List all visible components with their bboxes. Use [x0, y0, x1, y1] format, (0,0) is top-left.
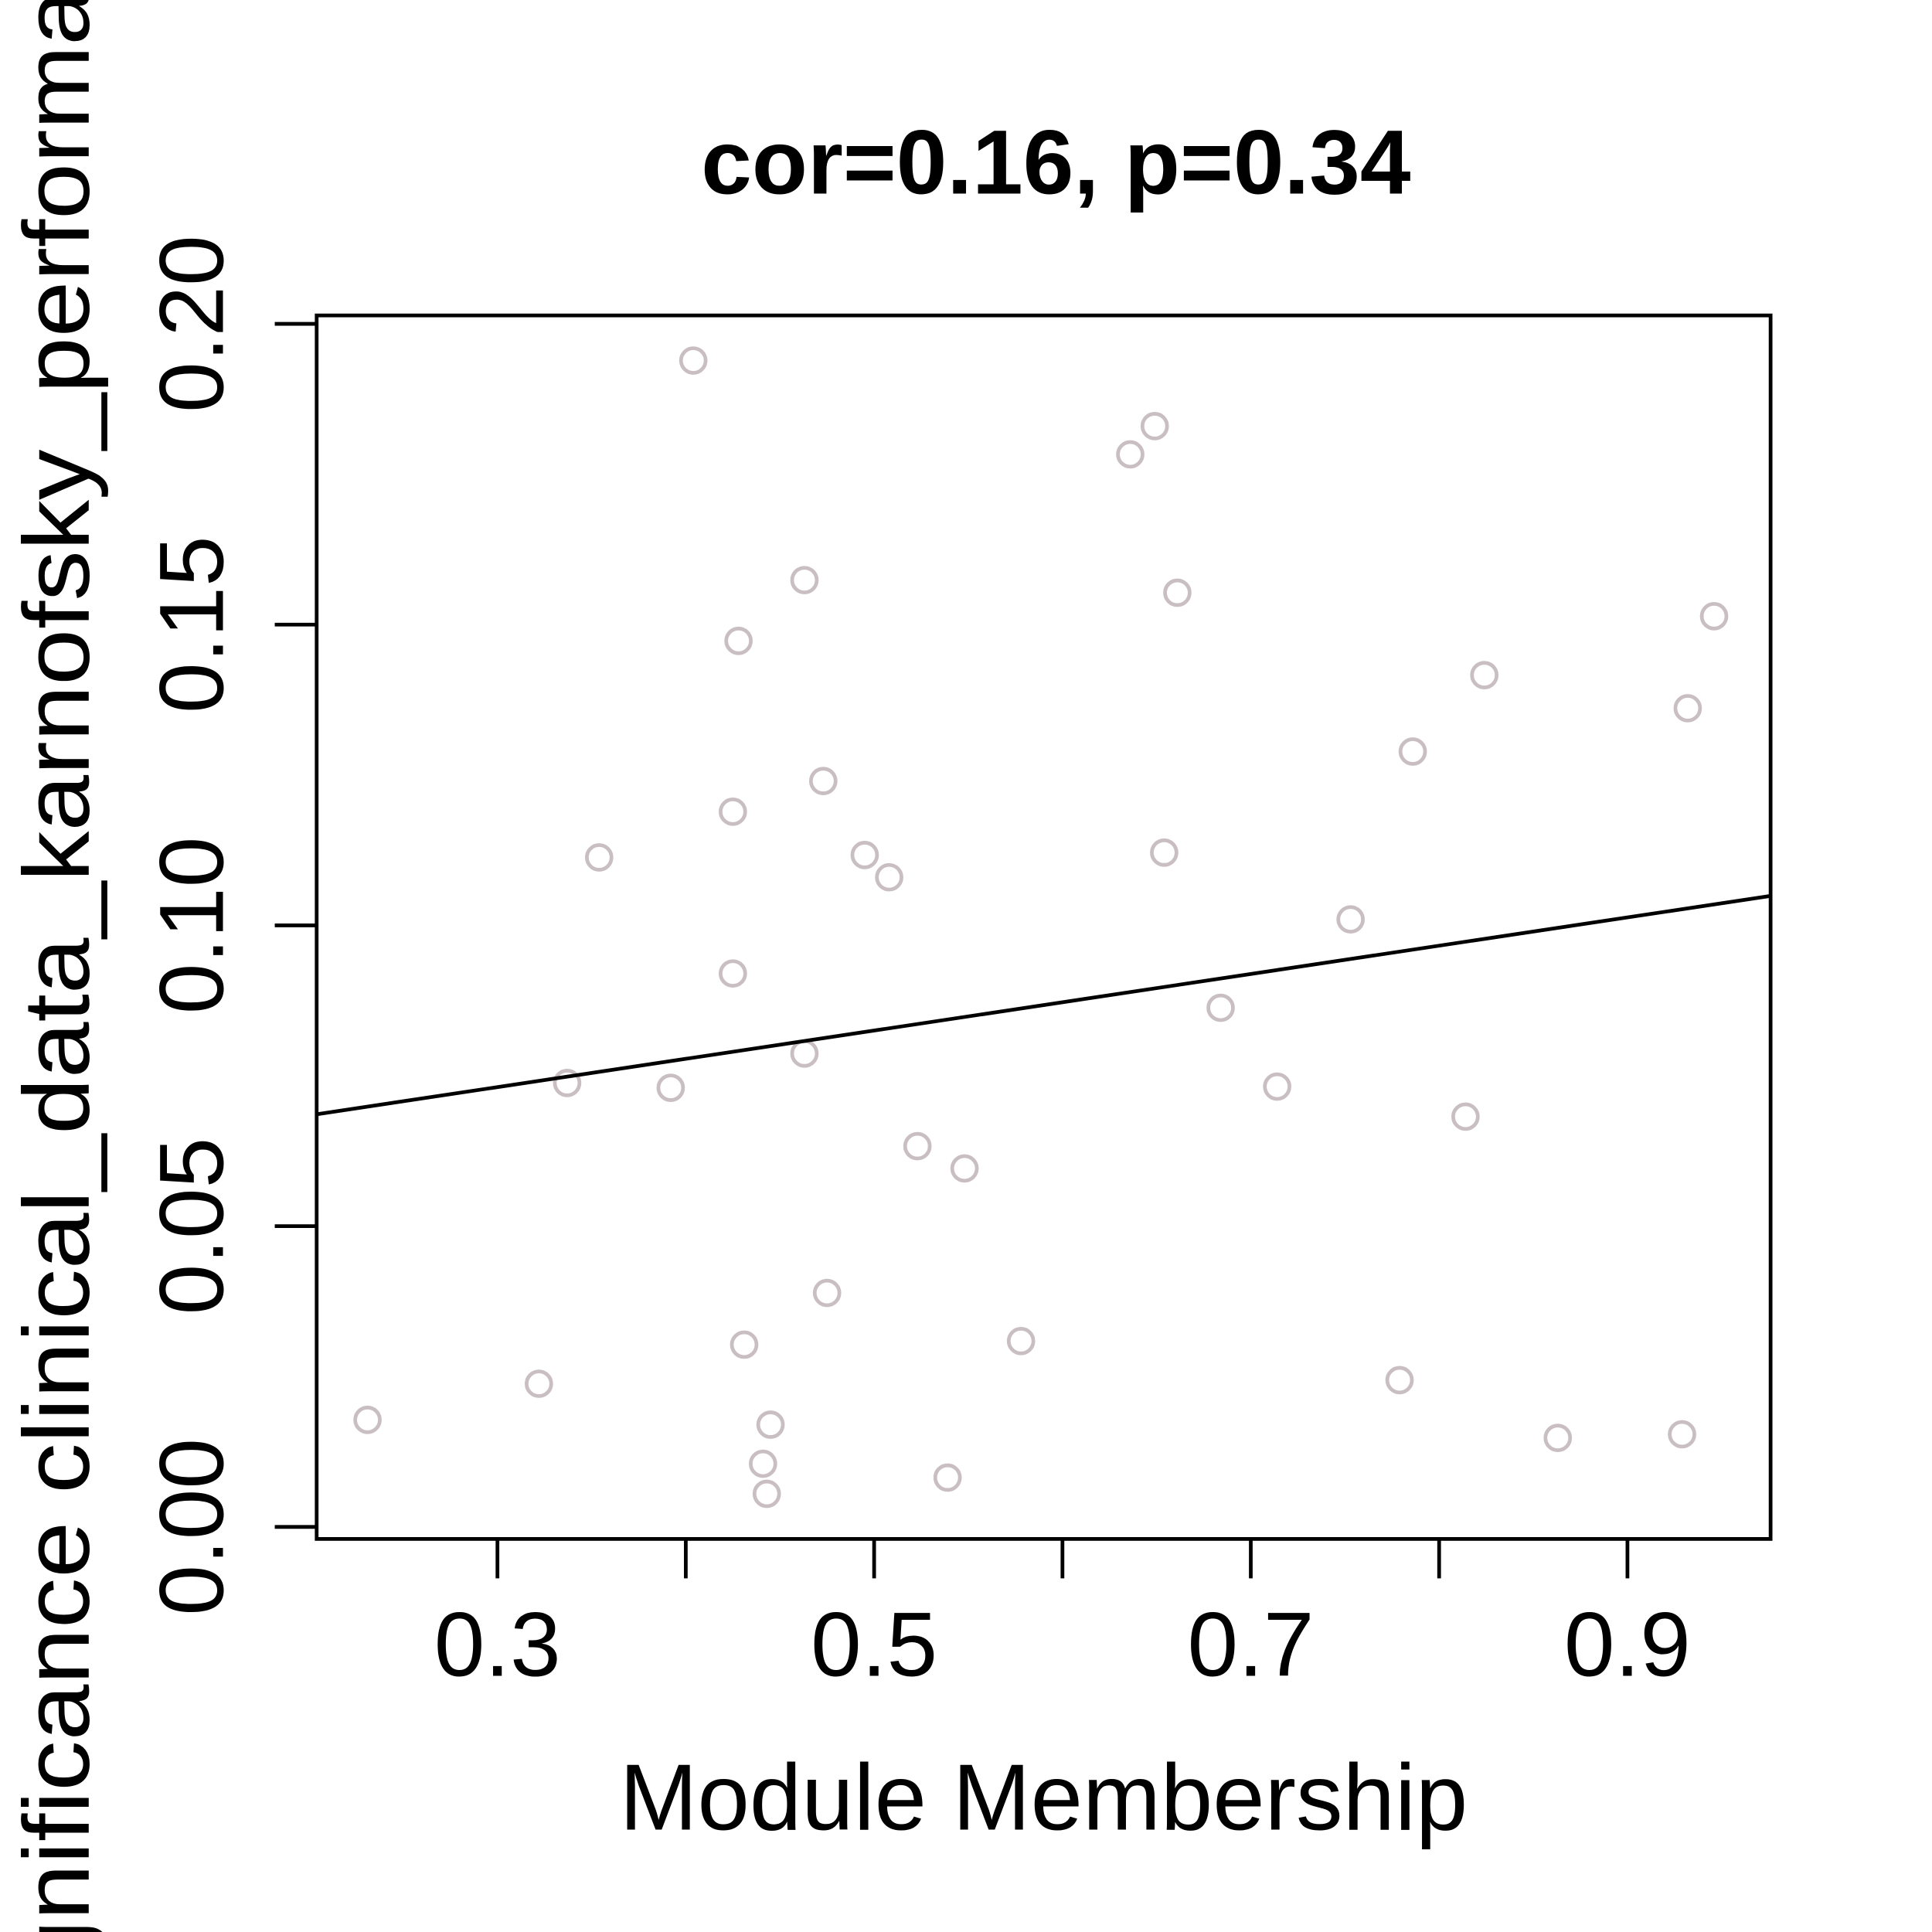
point [1006, 1326, 1036, 1355]
y-tick-label: 0.20 [141, 235, 243, 413]
point [1385, 1366, 1414, 1395]
point [1150, 838, 1179, 867]
point [1699, 602, 1729, 631]
point [1163, 578, 1192, 607]
y-axis-title: gnificance clinical_data_karnofsky_perfo… [4, 0, 109, 1932]
x-axis-title: Module Membership [620, 1745, 1468, 1850]
point [875, 862, 903, 892]
point [553, 1069, 582, 1097]
point [1470, 661, 1499, 689]
point [790, 566, 819, 594]
point [1116, 440, 1145, 469]
point [752, 1479, 781, 1509]
point [1668, 1420, 1696, 1449]
point [790, 1039, 819, 1068]
y-tick-label: 0.00 [141, 1438, 243, 1616]
point [1543, 1423, 1573, 1452]
point [748, 1449, 777, 1478]
point [756, 1410, 785, 1439]
y-tick-label: 0.05 [141, 1138, 243, 1315]
point [724, 626, 753, 655]
point [812, 1278, 842, 1308]
point [1451, 1102, 1480, 1131]
point [719, 959, 747, 988]
point [719, 797, 747, 826]
y-tick-label: 0.10 [141, 837, 243, 1015]
point [1673, 694, 1702, 723]
x-tick-label: 0.7 [1188, 1594, 1315, 1696]
x-tick-label: 0.5 [811, 1594, 937, 1696]
point [903, 1131, 932, 1161]
point [808, 767, 838, 795]
point [1206, 993, 1235, 1022]
x-tick-label: 0.9 [1564, 1594, 1691, 1696]
fit-line [316, 893, 1771, 1117]
chart-title: cor=0.16, p=0.34 [701, 111, 1410, 213]
y-tick-label: 0.15 [141, 536, 243, 713]
point [1263, 1072, 1291, 1101]
point [1398, 737, 1427, 766]
point [950, 1154, 979, 1183]
point [850, 841, 879, 869]
point [524, 1369, 553, 1398]
point [933, 1463, 962, 1492]
point [730, 1330, 759, 1359]
point [656, 1073, 685, 1102]
point [353, 1405, 382, 1434]
point [584, 843, 614, 872]
point [1140, 412, 1169, 440]
point [679, 346, 708, 375]
point [1336, 905, 1366, 934]
x-tick-label: 0.3 [434, 1594, 561, 1696]
